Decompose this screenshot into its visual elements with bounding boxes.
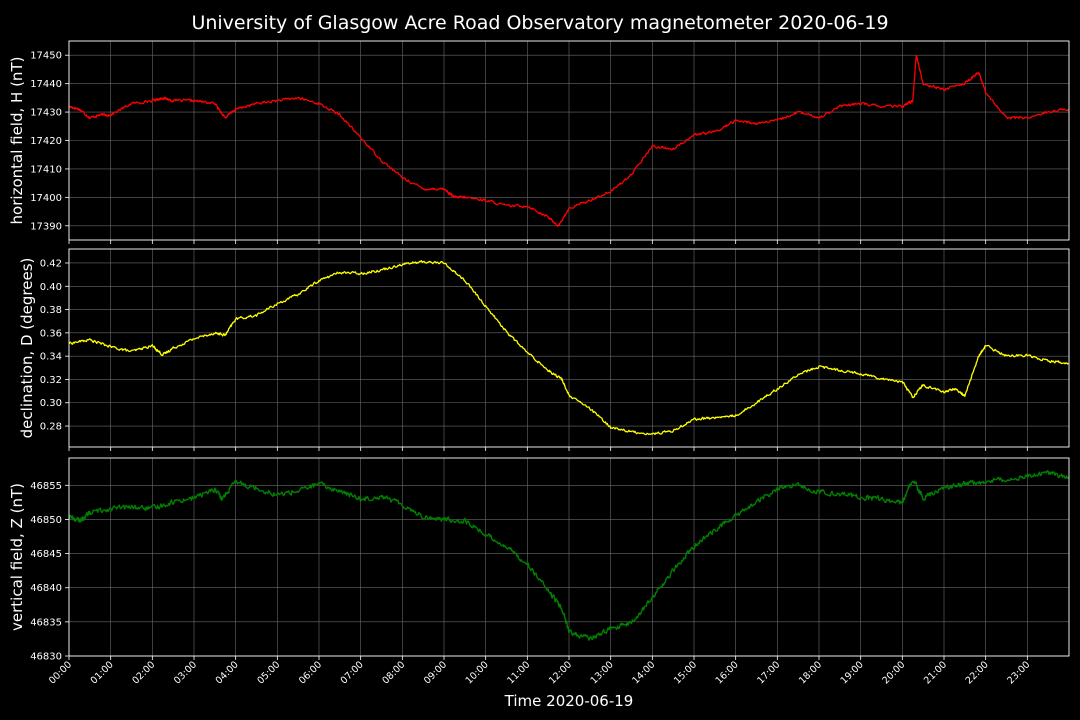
x-axis-label: Time 2020-06-19 [504,692,634,710]
y-tick-label: 46855 [30,481,62,492]
y-axis-label: declination, D (degrees) [18,258,36,439]
y-tick-label: 17410 [30,164,62,175]
panel-frame [68,248,1070,448]
chart-title: University of Glasgow Acre Road Observat… [191,12,888,34]
y-tick-label: 0.42 [40,258,62,269]
y-tick-label: 46835 [30,617,62,628]
y-tick-label: 46840 [30,583,62,594]
y-tick-label: 17390 [30,221,62,232]
panel-1: 17390 17400 17410 17420 17430 17440 17450 horiz… [8,40,1070,244]
y-tick-label: 0.32 [40,375,62,386]
series-line [69,260,1069,436]
y-tick-label: 0.36 [40,328,62,339]
y-tick-label: 17440 [30,79,62,90]
y-tick-label: 17430 [30,108,62,119]
panel-frame [68,457,1070,657]
y-tick-label: 0.34 [40,352,62,363]
panels: 17390 17400 17410 17420 17430 17440 17450 horiz… [8,40,1070,663]
y-tick-label: 0.30 [40,398,62,409]
y-tick-label: 0.40 [40,282,62,293]
y-tick-label: 17450 [30,51,62,62]
y-tick-label: 0.38 [40,305,62,316]
series-line [69,470,1069,641]
y-tick-label: 17400 [30,193,62,204]
panel-frame [68,40,1070,241]
y-tick-label: 46830 [30,652,62,663]
panel-2: 0.28 0.30 0.32 0.34 0.36 0.38 0.40 0.42 declinat… [18,248,1070,451]
y-axis-label: vertical field, Z (nT) [8,483,26,631]
y-tick-label: 46850 [30,515,62,526]
y-tick-label: 46845 [30,549,62,560]
y-axis-label: horizontal field, H (nT) [8,57,26,225]
series-line [69,54,1069,228]
y-tick-label: 0.28 [40,422,62,433]
y-tick-label: 17420 [30,136,62,147]
panel-3: 46830 46835 46840 46845 46850 46855 vertical f… [8,457,1070,663]
